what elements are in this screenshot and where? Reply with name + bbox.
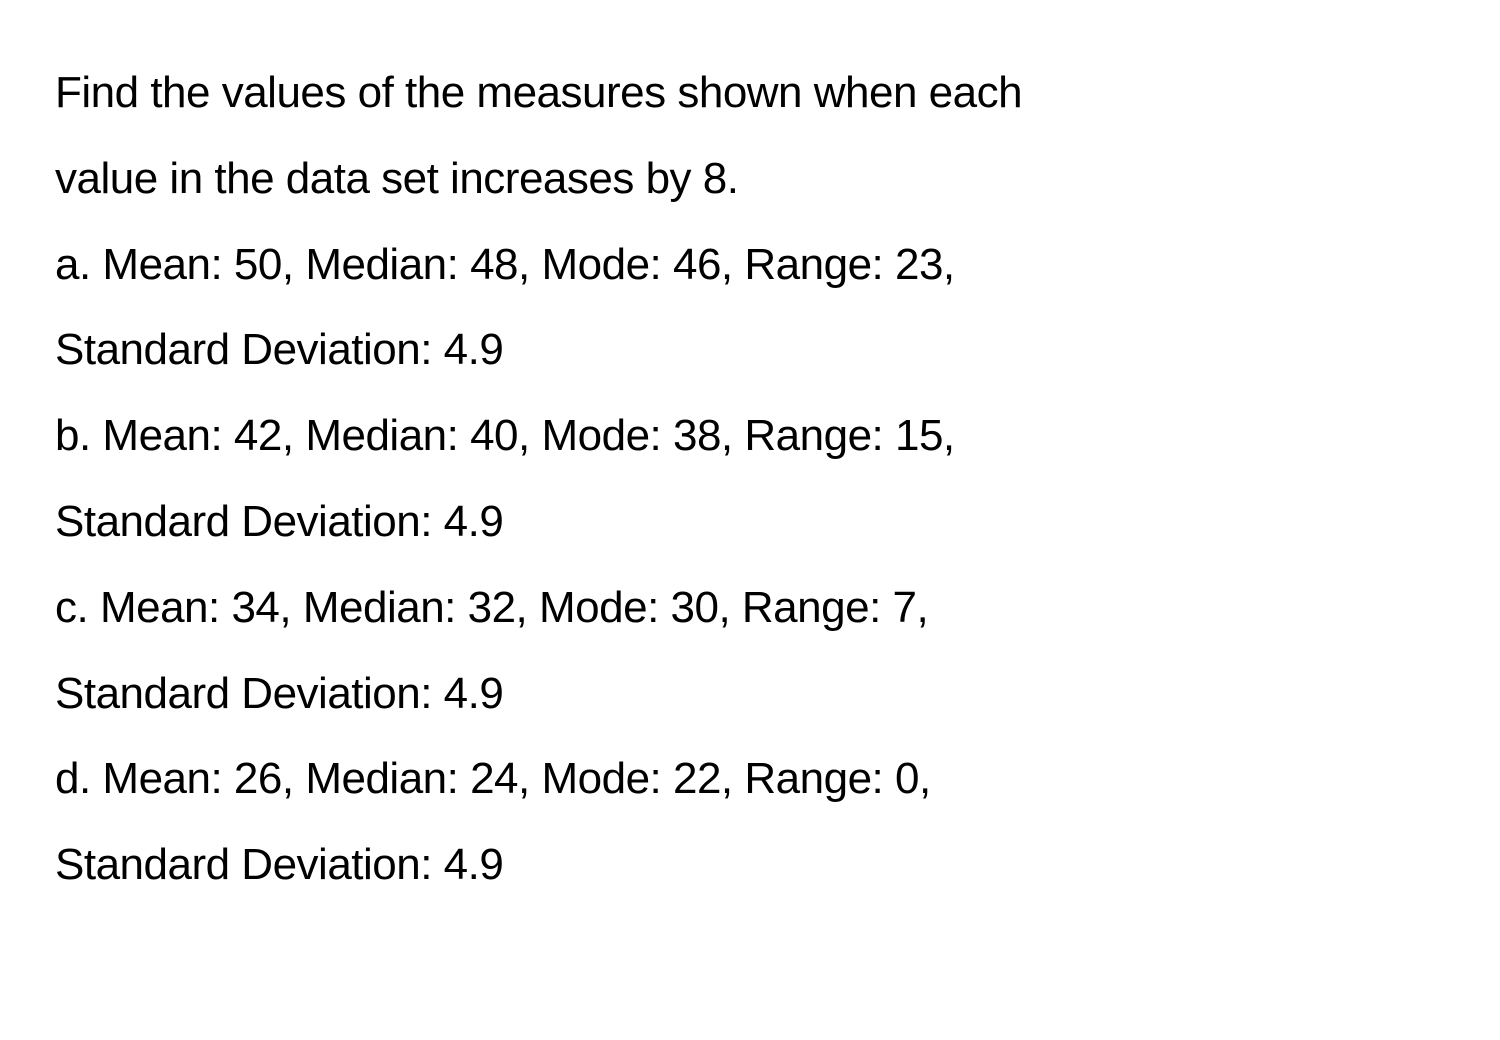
option-c-line-1: c. Mean: 34, Median: 32, Mode: 30, Range…	[55, 565, 1445, 651]
option-d-line-1: d. Mean: 26, Median: 24, Mode: 22, Range…	[55, 736, 1445, 822]
option-b-line-2: Standard Deviation: 4.9	[55, 479, 1445, 565]
question-line-2: value in the data set increases by 8.	[55, 136, 1445, 222]
question-line-1: Find the values of the measures shown wh…	[55, 50, 1445, 136]
option-a-line-2: Standard Deviation: 4.9	[55, 307, 1445, 393]
question-page: Find the values of the measures shown wh…	[0, 0, 1500, 1040]
option-d-line-2: Standard Deviation: 4.9	[55, 822, 1445, 908]
option-a-line-1: a. Mean: 50, Median: 48, Mode: 46, Range…	[55, 222, 1445, 308]
option-b-line-1: b. Mean: 42, Median: 40, Mode: 38, Range…	[55, 393, 1445, 479]
option-c-line-2: Standard Deviation: 4.9	[55, 651, 1445, 737]
